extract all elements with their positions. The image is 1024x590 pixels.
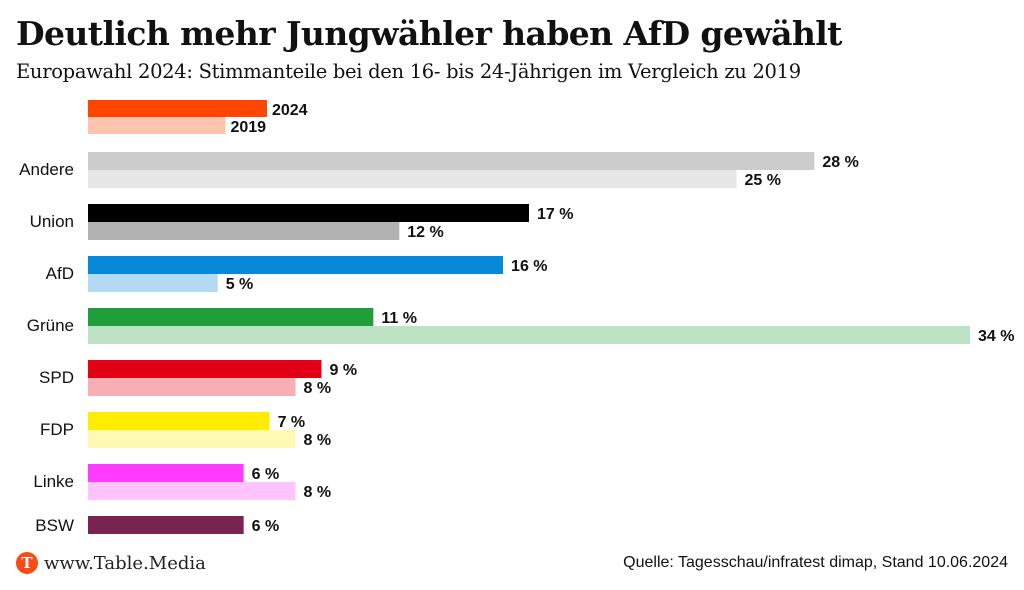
value-label-afd-2024: 16 % [511,258,547,275]
category-label-spd: SPD [39,368,74,387]
bars-group: Andere 28 % 25 % Union 17 % 12 % AfD 16 % 5 % Grü… [19,152,1014,535]
bar-group-afd: AfD 16 % 5 % [46,256,548,293]
bar-group-union: Union 17 % 12 % [30,204,573,241]
value-label-spd-2019: 8 % [304,380,332,397]
value-label-andere-2024: 28 % [822,154,858,171]
value-label-spd-2024: 9 % [329,362,357,379]
bar-fdp-2019 [88,430,296,448]
bar-afd-2019 [88,274,218,292]
value-label-union-2024: 17 % [537,206,573,223]
bar-union-2024 [88,204,529,222]
bar-group-andere: Andere 28 % 25 % [19,152,859,189]
value-label-linke-2019: 8 % [304,484,332,501]
bar-gr-ne-2024 [88,308,374,326]
value-label-linke-2024: 6 % [252,466,280,483]
value-label-bsw-2024: 6 % [252,518,280,535]
bar-group-fdp: FDP 7 %8 % [40,412,331,449]
bar-group-bsw: BSW 6 % [35,516,279,535]
bar-linke-2019 [88,482,296,500]
value-label-fdp-2024: 7 % [278,414,306,431]
bar-linke-2024 [88,464,244,482]
category-label-fdp: FDP [40,420,74,439]
legend: 2024 2019 [88,100,308,136]
bar-spd-2024 [88,360,322,378]
bar-group-gr-ne: Grüne 11 % 34 % [27,308,1014,345]
legend-label-2019: 2019 [230,119,266,136]
site-url: www.Table.Media [44,552,206,574]
value-label-fdp-2019: 8 % [304,432,332,449]
bar-group-linke: Linke 6 % 8 % [33,464,331,501]
bar-afd-2024 [88,256,504,274]
value-label-andere-2019: 25 % [745,172,781,189]
value-label-union-2019: 12 % [407,224,443,241]
chart-title: Deutlich mehr Jungwähler haben AfD gewäh… [16,14,842,53]
legend-swatch-2024 [88,100,267,117]
legend-swatch-2019 [88,117,226,134]
category-label-union: Union [30,212,74,231]
footer-brand: T www.Table.Media [16,552,206,574]
bar-andere-2019 [88,170,737,188]
category-label-bsw: BSW [35,516,74,535]
bar-group-spd: SPD 9 %8 % [39,360,357,397]
category-label-afd: AfD [46,264,74,283]
category-label-andere: Andere [19,160,74,179]
value-label-afd-2019: 5 % [226,276,254,293]
bar-andere-2024 [88,152,815,170]
bar-bsw-2024 [88,516,244,534]
chart-subtitle: Europawahl 2024: Stimmanteile bei den 16… [16,60,801,83]
source-note: Quelle: Tagesschau/infratest dimap, Stan… [623,554,1008,571]
value-label-gr-ne-2019: 34 % [978,328,1014,345]
bar-spd-2019 [88,378,296,396]
category-label-gr-ne: Grüne [27,316,74,335]
bar-fdp-2024 [88,412,270,430]
bar-gr-ne-2019 [88,326,970,344]
value-label-gr-ne-2024: 11 % [381,310,417,327]
bar-union-2019 [88,222,400,240]
legend-label-2024: 2024 [272,102,308,119]
category-label-linke: Linke [33,472,74,491]
table-media-logo-icon: T [16,552,38,574]
